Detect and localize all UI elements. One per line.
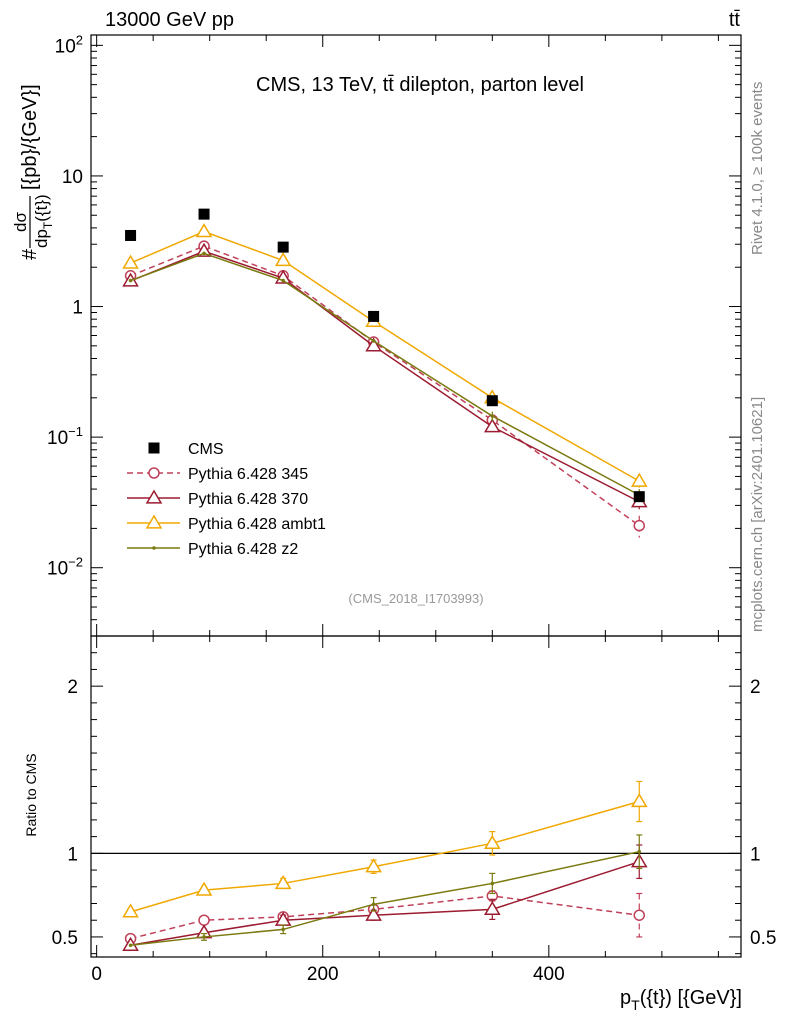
x-axis-label: pT({t}) [{GeV}] xyxy=(620,987,742,1013)
ratio-series-pythia-6-428-ambt1 xyxy=(122,780,648,918)
legend-label: Pythia 6.428 ambt1 xyxy=(188,516,326,533)
y-tick-label: 102 xyxy=(55,32,83,57)
legend-label: Pythia 6.428 370 xyxy=(188,491,308,508)
ratio-point xyxy=(202,935,206,939)
data-point xyxy=(125,229,137,241)
ratio-tick-label: 2 xyxy=(67,677,78,698)
ratio-point xyxy=(637,849,642,854)
legend-marker xyxy=(148,442,160,454)
data-point xyxy=(486,395,498,407)
main-axes: 10−2 10−1 1 10 102 xyxy=(47,32,741,637)
ratio-line xyxy=(130,860,640,947)
data-point xyxy=(365,337,382,352)
ratio-point xyxy=(128,943,133,948)
data-point xyxy=(198,208,210,220)
rivet-label: Rivet 4.1.0, ≥ 100k events xyxy=(749,82,766,255)
data-point xyxy=(483,418,501,433)
ratio-series-pythia-6-428-370 xyxy=(122,844,648,951)
ratio-point xyxy=(365,858,382,873)
legend-label: Pythia 6.428 z2 xyxy=(188,541,298,558)
ratio-tick-label: 1 xyxy=(750,844,761,865)
y-tick-label: 1 xyxy=(72,298,83,319)
ratio-point xyxy=(198,914,210,926)
legend-marker xyxy=(145,514,163,529)
chart-title: CMS, 13 TeV, tt̄ dilepton, parton level xyxy=(256,74,584,96)
data-point xyxy=(490,414,495,418)
y-axis-label-denominator: dpT({t}) xyxy=(32,194,55,248)
ratio-point xyxy=(122,903,139,918)
ratio-point xyxy=(371,902,376,907)
data-point xyxy=(371,339,376,343)
process-label: tt̄ xyxy=(729,9,741,31)
ratio-point xyxy=(633,909,646,921)
ratio-plot-frame xyxy=(90,635,742,958)
series-line xyxy=(130,245,640,527)
data-point xyxy=(195,223,213,238)
ratio-tick-label: 0.5 xyxy=(52,928,78,949)
data-point xyxy=(281,278,285,283)
data-point xyxy=(633,519,646,532)
ratio-line xyxy=(130,850,640,947)
data-point xyxy=(128,278,133,283)
ratio-point xyxy=(490,881,495,886)
ratio-series-pythia-6-428-z2 xyxy=(128,834,643,948)
ratio-point xyxy=(274,874,292,890)
ratio-tick-label: 2 xyxy=(750,677,761,698)
analysis-id: (CMS_2018_I1703993) xyxy=(348,591,483,606)
ratio-point xyxy=(195,881,213,896)
mcplots-label: mcplots.cern.ch [arXiv:2401.10621] xyxy=(749,397,766,632)
series-cms-data xyxy=(125,208,645,503)
data-point xyxy=(368,310,380,322)
data-point xyxy=(633,491,645,503)
y-tick-label: 10−2 xyxy=(47,555,83,580)
y-tick-label: 10−1 xyxy=(47,424,83,449)
ratio-point xyxy=(483,834,501,849)
y-axis-label: # dσ dpT({t}) [{pb}/{GeV}] xyxy=(11,84,55,260)
data-point xyxy=(202,251,206,256)
y-axis-label-unit: [{pb}/{GeV}] xyxy=(19,84,41,190)
ratio-point xyxy=(483,900,501,916)
data-point xyxy=(274,252,292,267)
legend-label: CMS xyxy=(188,441,224,458)
beam-label: 13000 GeV pp xyxy=(105,9,234,31)
legend-marker xyxy=(152,546,156,550)
x-tick-label: 0 xyxy=(91,964,102,985)
x-tick-label: 200 xyxy=(307,964,339,985)
ratio-point xyxy=(630,793,648,808)
data-point xyxy=(277,241,289,253)
legend-marker xyxy=(148,467,160,479)
y-axis-label-numerator: dσ xyxy=(11,212,30,232)
ratio-line xyxy=(130,895,640,940)
ratio-plot: 0 200 400 0.5 0.5 1 1 2 2 xyxy=(52,635,776,985)
series-line xyxy=(130,252,640,496)
x-tick-label: 400 xyxy=(533,964,565,985)
legend-label: Pythia 6.428 345 xyxy=(188,466,308,483)
y-tick-label: 10 xyxy=(62,167,83,188)
y-axis-label-prefix: # xyxy=(19,248,41,260)
main-plot: 10−2 10−1 1 10 102 xyxy=(47,32,741,637)
series-line xyxy=(130,230,640,482)
legend: CMS Pythia 6.428 345 Pythia 6.428 370 Pythi… xyxy=(127,441,326,558)
data-point xyxy=(630,472,648,487)
ratio-tick-label: 0.5 xyxy=(750,928,776,949)
ratio-tick-label: 1 xyxy=(67,844,78,865)
ratio-line xyxy=(130,800,640,913)
legend-marker xyxy=(145,489,163,504)
ratio-point xyxy=(281,927,285,932)
series-line xyxy=(130,250,640,503)
data-point xyxy=(195,242,213,257)
ratio-point xyxy=(365,906,382,921)
ratio-axis-label: Ratio to CMS xyxy=(23,753,39,836)
data-point xyxy=(122,254,139,269)
